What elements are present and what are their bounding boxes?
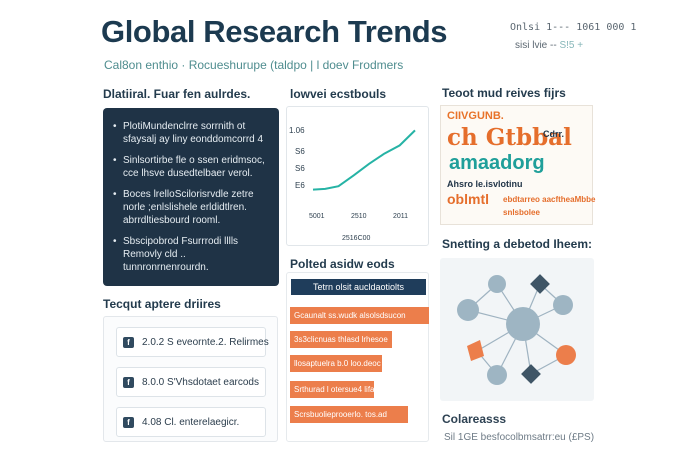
y-tick-label: S6 (295, 147, 305, 156)
chart-footer-label: 2516C00 (342, 235, 371, 242)
line-chart: 1.06 S6 S6 E6 5001 2510 2011 2516C00 (289, 126, 416, 242)
bar: llosaptuelra b.0 loo.deoc luorlo (290, 355, 382, 372)
poster-heading: Teoot mud reives fijrs (442, 86, 566, 100)
x-tick-label: 2011 (393, 213, 408, 220)
x-tick-label: 2510 (351, 213, 367, 220)
stat-item[interactable]: f 2.0.2 S eveornte.2. Relirmes (116, 327, 269, 357)
poster-line: snlsbolee (503, 208, 540, 217)
stat-label: 4.08 Cl. enterelaegicr. (142, 416, 240, 428)
stats-panel: f 2.0.2 S eveornte.2. Relirmes f 8.0.0 S… (103, 316, 278, 442)
header-meta-accent: S!5 + (559, 40, 584, 51)
network-graph (457, 274, 576, 385)
y-tick-label: S6 (295, 164, 305, 173)
poster-line: ebdtarreo aacftheaMbbe (503, 195, 596, 204)
header-meta-text: sisi lvie -- (515, 40, 557, 51)
header-meta-secondary: sisi lvie -- S!5 + (515, 40, 583, 51)
page-title: Global Research Trends (101, 14, 448, 49)
stats-heading: Tecqut aptere driires (103, 297, 221, 311)
bar-label: Gcaunalt ss.wudk alsolsdsucon (294, 311, 406, 320)
network-diagram (440, 258, 594, 401)
bar: Scrsbuolieprooerlo. tos.ad (290, 406, 408, 423)
stat-item[interactable]: f 8.0.0 S'Vhsdotaet earcods (116, 367, 266, 397)
network-heading: Snetting a debetod Iheem: (442, 237, 593, 251)
x-tick-label: 5001 (309, 213, 325, 220)
network-node (487, 365, 507, 385)
network-node (521, 364, 541, 384)
footer-heading: Colareasss (442, 412, 507, 426)
header-meta: Onlsi 1--- 1061 000 1 (510, 22, 637, 33)
poster-line: CIIVGUNB. (447, 110, 504, 122)
insight-bullet: Boces lrelloScilorisrvdle zetre norle ;e… (113, 188, 269, 227)
bar-label: Scrsbuolieprooerlo. tos.ad (294, 410, 387, 419)
bar-label: Srthurad l otersue4 lifa (294, 385, 374, 394)
line-chart-card: 1.06 S6 S6 E6 5001 2510 2011 2516C00 (286, 106, 429, 246)
bar-label: 3s3clicnuas thlasd lrhesoe (294, 335, 388, 344)
network-hub-node (506, 307, 540, 341)
bar-chart-heading: Polted asidw eods (290, 257, 395, 271)
y-tick-label: 1.06 (289, 126, 305, 135)
stat-label: 8.0.0 S'Vhsdotaet earcods (142, 376, 259, 388)
footer-text: Sil 1GE besfocolbmsatrr:eu (£PS) (444, 432, 595, 443)
poster-line: ch Gtbbal (447, 124, 572, 151)
poster-image: CIIVGUNB. ch Gtbbal Cdrr. amaadorg Ahsro… (440, 105, 596, 225)
insight-bullet: Sbscipobrod Fsurrrodi lllls Removly cld … (113, 235, 269, 274)
facebook-icon: f (123, 336, 134, 348)
network-node (553, 295, 573, 315)
poster-line: oblmtl (447, 191, 489, 207)
bar: Srthurad l otersue4 lifa (290, 381, 374, 398)
poster-line: Ahsro le.isvlotinu (447, 179, 523, 189)
page-subtitle: Cal8on enthio · Rocueshurupe (taldpo | l… (104, 58, 404, 72)
stat-label: 2.0.2 S eveornte.2. Relirmes (142, 336, 269, 348)
network-node (457, 299, 479, 321)
network-node (467, 340, 484, 361)
facebook-icon: f (123, 376, 134, 388)
poster-line: amaadorg (449, 152, 545, 174)
poster-line: Cdrr. (543, 129, 565, 139)
stat-item[interactable]: f 4.08 Cl. enterelaegicr. (116, 407, 266, 437)
bar-chart-card: Tetrn olsit aucldaotiolts Gcaunalt ss.wu… (286, 272, 429, 442)
insight-bullet: PlotiMundenclrre sorrnith ot sfaysalj ay… (113, 120, 269, 146)
bar-chart-header: Tetrn olsit aucldaotiolts (291, 279, 426, 295)
bar-chart-header-label: Tetrn olsit aucldaotiolts (312, 282, 405, 292)
bar: Gcaunalt ss.wudk alsolsdsucon (290, 307, 429, 324)
line-chart-heading: lowvei ecstbouls (290, 87, 387, 101)
bar: 3s3clicnuas thlasd lrhesoe (290, 331, 392, 348)
series-line (312, 129, 416, 191)
bar-label: llosaptuelra b.0 loo.deoc luorlo (294, 359, 382, 368)
facebook-icon: f (123, 416, 134, 428)
insight-bullet: Sinlsortirbe fle o ssen eridmsoc, cce lh… (113, 154, 269, 180)
network-node (488, 275, 506, 293)
y-tick-label: E6 (295, 181, 305, 190)
left-heading: Dlatiiral. Fuar fen aulrdes. (103, 87, 251, 101)
insights-card: PlotiMundenclrre sorrnith ot sfaysalj ay… (103, 108, 279, 286)
network-node (556, 345, 576, 365)
